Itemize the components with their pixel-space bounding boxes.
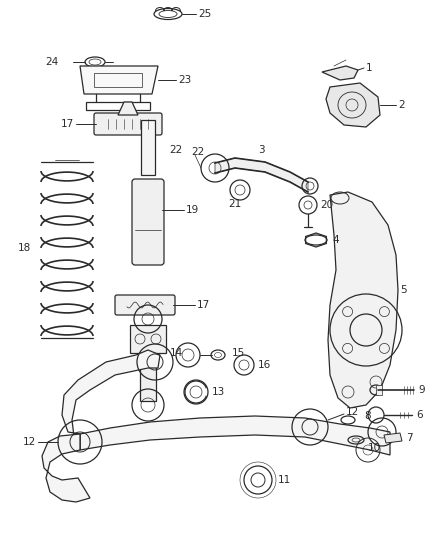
Text: 24: 24 (46, 57, 59, 67)
Text: 8: 8 (364, 411, 371, 421)
FancyBboxPatch shape (94, 113, 162, 135)
Polygon shape (80, 66, 158, 94)
Text: 13: 13 (212, 387, 225, 397)
FancyBboxPatch shape (115, 295, 175, 315)
Text: 10: 10 (368, 443, 381, 453)
Polygon shape (80, 416, 390, 455)
Text: 20: 20 (320, 200, 333, 210)
Text: 15: 15 (232, 348, 245, 358)
Text: 11: 11 (278, 475, 291, 485)
Text: 2: 2 (398, 100, 405, 110)
Text: 5: 5 (400, 285, 406, 295)
Text: 25: 25 (198, 9, 211, 19)
Text: 18: 18 (18, 243, 31, 253)
Text: 19: 19 (186, 205, 199, 215)
Bar (141, 120, 155, 175)
Text: 22: 22 (192, 147, 205, 157)
Bar (376, 385, 382, 395)
Text: 12: 12 (346, 407, 359, 417)
Text: 17: 17 (61, 119, 74, 129)
Bar (86, 102, 150, 110)
Bar (130, 325, 166, 353)
Text: 21: 21 (228, 199, 241, 209)
Text: 12: 12 (23, 437, 36, 447)
Text: 3: 3 (258, 145, 265, 155)
Text: 22: 22 (169, 145, 182, 155)
Polygon shape (118, 102, 138, 115)
Polygon shape (326, 83, 380, 127)
Text: 7: 7 (406, 433, 413, 443)
Text: 4: 4 (332, 235, 339, 245)
Text: 23: 23 (178, 75, 191, 85)
Polygon shape (384, 433, 402, 443)
Text: 16: 16 (258, 360, 271, 370)
Polygon shape (42, 434, 90, 502)
Text: 6: 6 (416, 410, 423, 420)
Text: 14: 14 (170, 348, 183, 358)
Polygon shape (215, 158, 308, 192)
Text: 1: 1 (366, 63, 373, 73)
Text: 17: 17 (197, 300, 210, 310)
Polygon shape (62, 350, 160, 450)
Polygon shape (328, 192, 398, 408)
Polygon shape (322, 66, 358, 80)
FancyBboxPatch shape (132, 179, 164, 265)
Text: 9: 9 (418, 385, 424, 395)
Bar (140, 353, 156, 401)
